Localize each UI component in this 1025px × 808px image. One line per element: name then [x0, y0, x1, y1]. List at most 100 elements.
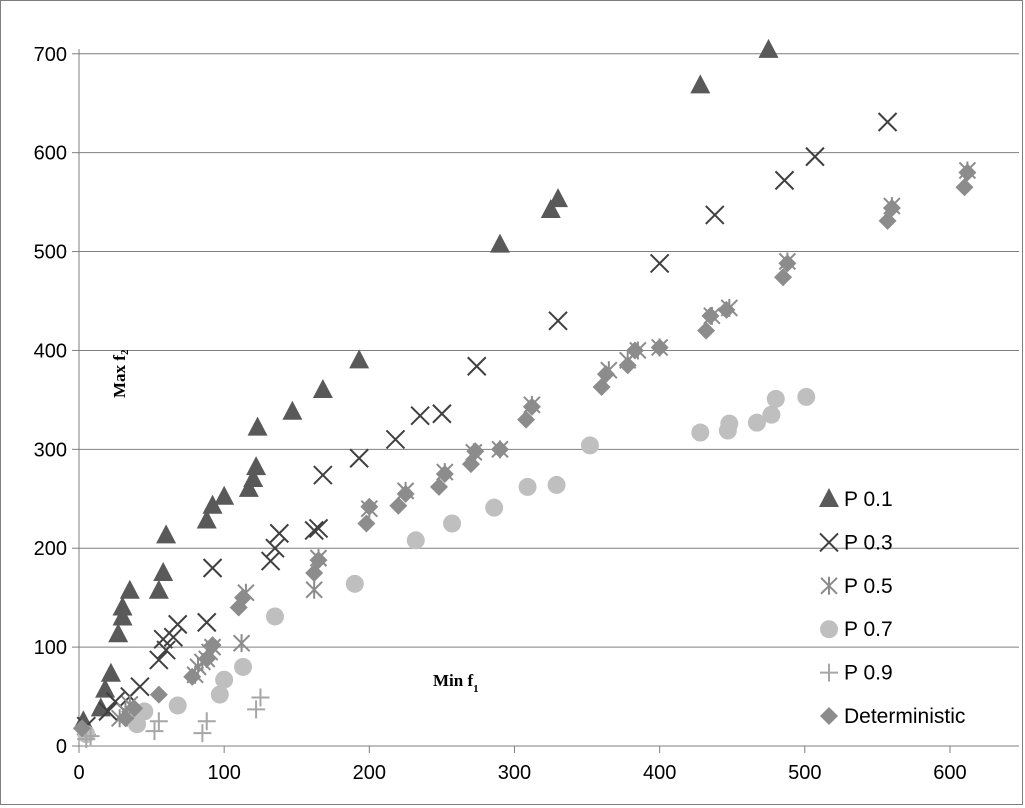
data-point: [156, 640, 176, 660]
data-point: [690, 74, 711, 94]
data-point: [345, 574, 364, 593]
data-point: [774, 268, 793, 287]
x-axis-title-subscript: 1: [473, 683, 479, 695]
data-point: [596, 365, 615, 384]
data-point: [163, 627, 184, 647]
data-point: [649, 253, 670, 274]
y-axis-ticks: 0 100 200 300 400 500 600 700: [34, 44, 79, 758]
legend-label: P 0.1: [844, 488, 893, 511]
legend: P 0.1 P 0.3 P 0.5 P 0.7 P 0.9 Deterministic: [819, 488, 965, 728]
data-point: [197, 612, 217, 633]
legend-label: P 0.7: [844, 618, 893, 641]
data-point: [548, 311, 568, 331]
gridlines: [79, 53, 1019, 648]
x-tick-label: 300: [498, 762, 531, 784]
data-point: [618, 356, 637, 375]
y-axis-title-subscript: 2: [119, 349, 131, 355]
legend-item-3: P 0.7: [820, 618, 893, 641]
legend-label: Deterministic: [844, 705, 965, 728]
legend-marker: [820, 663, 838, 682]
data-point: [168, 696, 187, 715]
data-point: [547, 475, 566, 494]
data-point: [148, 579, 169, 599]
data-point: [443, 514, 462, 533]
data-point: [309, 551, 328, 570]
data-point: [522, 397, 541, 416]
data-point: [130, 676, 150, 697]
data-point: [116, 709, 135, 728]
legend-label: P 0.5: [844, 575, 893, 598]
data-point: [490, 440, 509, 459]
legend-item-2: P 0.5: [820, 575, 893, 598]
data-point: [77, 730, 96, 749]
data-point: [265, 607, 284, 626]
data-point: [232, 634, 251, 653]
data-point: [360, 497, 379, 516]
data-point: [705, 205, 725, 225]
data-point: [720, 414, 739, 433]
data-point: [197, 712, 216, 731]
x-axis-ticks: 0 100 200 300 400 500 600: [73, 746, 967, 784]
data-point: [282, 400, 303, 420]
data-point: [260, 551, 281, 571]
data-point: [485, 498, 504, 517]
series-5: [72, 163, 977, 738]
legend-item-0: P 0.1: [819, 488, 893, 511]
data-point: [717, 300, 736, 319]
data-point: [251, 688, 270, 707]
data-point: [238, 477, 259, 497]
data-point: [349, 448, 369, 468]
data-point: [701, 306, 720, 325]
y-tick-label: 200: [34, 538, 67, 560]
y-tick-label: 700: [34, 44, 67, 66]
data-point: [95, 678, 116, 698]
data-point: [406, 531, 425, 550]
axes: [78, 49, 1019, 747]
data-point: [305, 580, 323, 599]
data-point: [247, 416, 268, 436]
data-point: [112, 606, 133, 626]
data-point: [203, 636, 222, 655]
data-point: [650, 338, 669, 357]
data-point: [797, 387, 816, 406]
data-point: [313, 465, 333, 485]
data-point: [265, 538, 285, 558]
data-point: [243, 468, 264, 487]
data-point: [149, 650, 169, 670]
data-point: [100, 662, 121, 682]
data-point: [958, 163, 977, 182]
x-tick-label: 0: [73, 762, 84, 784]
data-point: [430, 477, 448, 496]
series-2: [110, 161, 977, 728]
data-point: [90, 697, 111, 717]
data-point: [197, 649, 216, 668]
legend-marker: [819, 532, 839, 553]
data-point: [112, 596, 133, 616]
data-point: [234, 657, 253, 676]
legend-item-4: P 0.9: [820, 662, 893, 685]
data-point: [357, 514, 376, 533]
data-point: [72, 719, 91, 738]
data-point: [312, 379, 333, 398]
data-point: [691, 423, 710, 442]
data-point: [202, 494, 223, 514]
data-point: [168, 614, 188, 635]
data-points: [72, 38, 977, 749]
data-point: [778, 254, 797, 273]
data-point: [758, 38, 779, 58]
data-point: [877, 112, 898, 132]
x-tick-label: 200: [353, 762, 386, 784]
x-tick-label: 600: [933, 762, 966, 784]
data-point: [385, 429, 406, 450]
y-tick-label: 100: [34, 637, 67, 659]
data-point: [466, 442, 485, 461]
data-point: [125, 699, 144, 718]
data-point: [747, 413, 766, 432]
data-point: [214, 485, 235, 505]
data-point: [234, 588, 253, 607]
legend-marker: [820, 620, 838, 639]
y-tick-label: 500: [34, 242, 67, 264]
x-axis-title: Min f1: [433, 671, 479, 695]
data-point: [517, 410, 536, 429]
